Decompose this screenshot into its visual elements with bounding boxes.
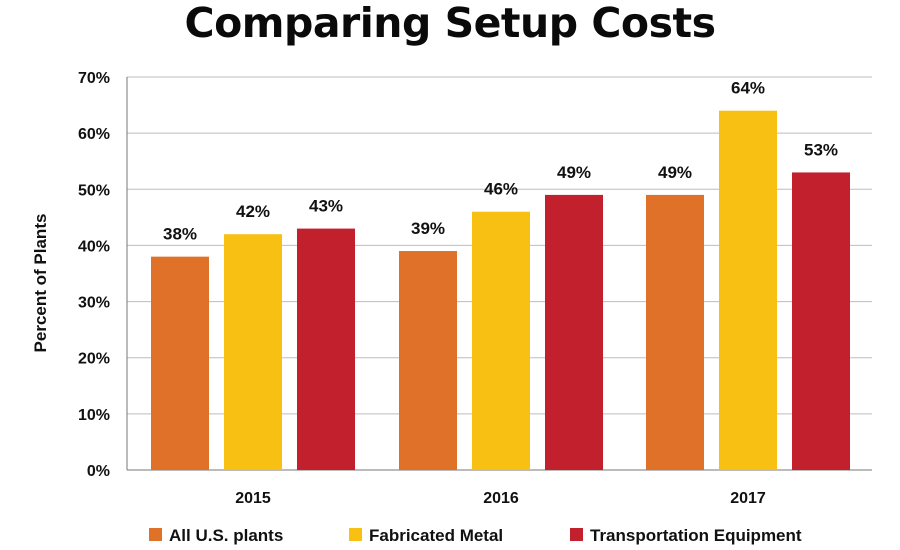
- bar: [646, 194, 704, 470]
- bar-value-label: 53%: [804, 140, 838, 159]
- bar: [151, 256, 209, 470]
- bar: [792, 172, 850, 470]
- y-tick-label: 10%: [78, 407, 110, 424]
- bar: [297, 228, 355, 470]
- bar-value-label: 38%: [163, 225, 197, 244]
- bar-value-label: 49%: [658, 163, 692, 182]
- legend-swatch: [570, 528, 583, 541]
- bar: [719, 110, 777, 470]
- legend-label: Fabricated Metal: [369, 526, 503, 545]
- y-tick-label: 40%: [78, 238, 110, 255]
- bar-value-label: 64%: [731, 79, 765, 98]
- legend-swatch: [349, 528, 362, 541]
- legend-label: Transportation Equipment: [590, 526, 802, 545]
- x-category-label: 2016: [483, 490, 519, 507]
- bar-value-label: 49%: [557, 163, 591, 182]
- bar: [224, 234, 282, 470]
- y-tick-label: 50%: [78, 182, 110, 199]
- legend-swatch: [149, 528, 162, 541]
- bar: [399, 251, 457, 470]
- y-tick-label: 70%: [78, 70, 110, 87]
- bar-value-label: 42%: [236, 202, 270, 221]
- y-axis-title: Percent of Plants: [31, 214, 50, 353]
- y-tick-label: 30%: [78, 295, 110, 312]
- bar-value-label: 46%: [484, 180, 518, 199]
- bar: [472, 211, 530, 470]
- chart-title: Comparing Setup Costs: [184, 0, 717, 47]
- x-category-label: 2015: [235, 490, 271, 507]
- legend-label: All U.S. plants: [169, 526, 283, 545]
- x-category-label: 2017: [730, 490, 766, 507]
- y-tick-label: 0%: [87, 463, 110, 480]
- y-tick-label: 20%: [78, 351, 110, 368]
- bar: [545, 194, 603, 470]
- bar-value-label: 39%: [411, 219, 445, 238]
- y-tick-label: 60%: [78, 126, 110, 143]
- bar-value-label: 43%: [309, 197, 343, 216]
